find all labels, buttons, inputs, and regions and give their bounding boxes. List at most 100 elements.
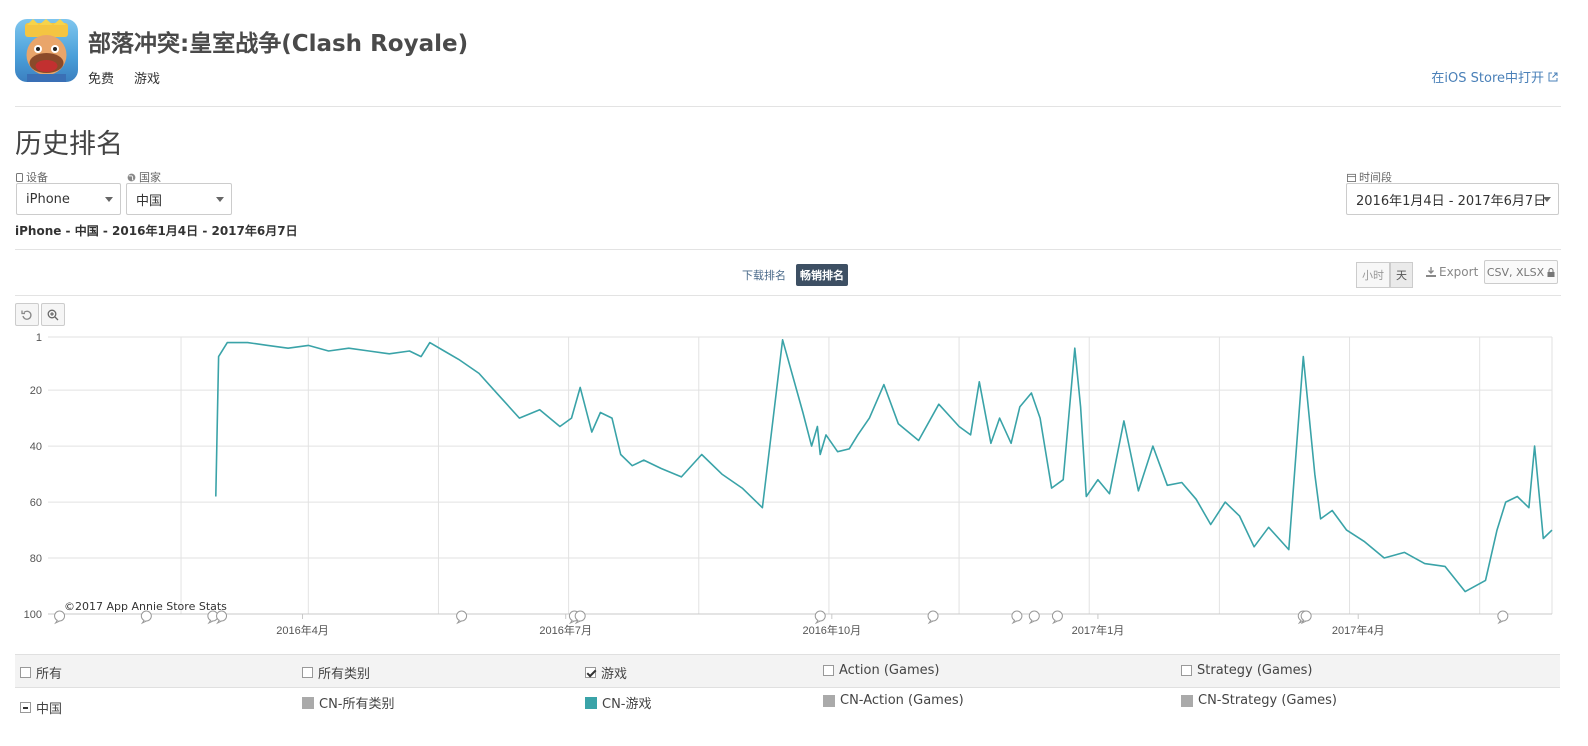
summary-divider [15, 249, 1561, 250]
zoom-in-icon [47, 309, 59, 320]
annotation-bubble-icon[interactable] [1497, 610, 1509, 625]
header-divider [15, 106, 1561, 107]
selection-summary: iPhone - 中国 - 2016年1月4日 - 2017年6月7日 [15, 224, 298, 238]
legend-cn-action-label: CN-Action (Games) [840, 693, 964, 708]
chevron-down-icon [216, 197, 224, 202]
y-tick-label: 100 [24, 609, 42, 621]
series-swatch [302, 696, 314, 709]
calendar-icon [1347, 173, 1356, 182]
device-select[interactable]: iPhone [16, 183, 121, 215]
x-tick-label: 2016年10月 [802, 623, 861, 637]
tab-downloads-rank[interactable]: 下载排名 [742, 269, 786, 282]
legend-action-label: Action (Games) [839, 663, 940, 678]
chevron-down-icon [1543, 197, 1551, 202]
annotation-bubble-icon[interactable] [1028, 610, 1040, 625]
y-tick-label: 80 [30, 553, 42, 565]
x-tick-label: 2017年4月 [1332, 623, 1385, 637]
csv-button-label: CSV, XLSX [1486, 265, 1545, 279]
price-tag: 免费 [88, 72, 115, 87]
annotation-bubble-icon[interactable] [207, 610, 219, 625]
country-label-text: 国家 [139, 171, 161, 184]
tab-grossing-rank[interactable]: 畅销排名 [796, 264, 848, 286]
chevron-down-icon [105, 197, 113, 202]
x-tick-label: 2016年7月 [539, 623, 592, 637]
section-title: 历史排名 [15, 129, 123, 160]
annotation-bubble-icon[interactable] [574, 610, 586, 625]
legend-action-toggle[interactable]: Action (Games) [823, 663, 939, 678]
event-markers [54, 610, 1509, 625]
series-group [215, 338, 1553, 593]
open-in-ios-store-link[interactable]: 在iOS Store中打开 [1431, 67, 1558, 86]
annotation-bubble-icon[interactable] [54, 610, 66, 625]
device-label: 设备 [16, 169, 48, 185]
legend-cn-all-categories[interactable]: CN-所有类别 [302, 693, 395, 712]
y-tick-label: 1 [36, 332, 42, 344]
legend-country-row[interactable]: 中国 [20, 698, 62, 717]
y-axis-ticks: 1 20 40 60 80 100 [24, 332, 42, 621]
series-line-cn-games[interactable] [215, 338, 1553, 593]
device-label-text: 设备 [26, 171, 48, 184]
reset-zoom-button[interactable] [15, 303, 39, 326]
checkbox-all[interactable] [20, 667, 31, 678]
category-tag[interactable]: 游戏 [134, 72, 161, 87]
legend-cn-action[interactable]: CN-Action (Games) [823, 693, 964, 708]
external-link-icon [1548, 72, 1558, 81]
granularity-toggle: 小时 天 [1356, 262, 1413, 288]
legend-cn-games[interactable]: CN-游戏 [585, 693, 652, 712]
checkbox-strategy-games[interactable] [1181, 665, 1192, 676]
export-label-text: Export [1439, 265, 1479, 279]
x-axis-ticks: 2016年4月 2016年7月 2016年10月 2017年1月 2017年4月 [276, 614, 1385, 637]
checkbox-action-games[interactable] [823, 665, 834, 676]
legend-country-label: 中国 [36, 702, 63, 717]
lock-icon [1547, 267, 1555, 277]
chart-grid [48, 336, 1553, 615]
category-filter-row [15, 654, 1560, 688]
app-tags: 免费 游戏 [88, 68, 160, 87]
legend-cn-strategy[interactable]: CN-Strategy (Games) [1181, 693, 1337, 708]
period-label: 时间段 [1347, 169, 1392, 185]
checkbox-all-categories[interactable] [302, 667, 313, 678]
series-swatch [823, 694, 835, 707]
legend-strategy-toggle[interactable]: Strategy (Games) [1181, 663, 1312, 678]
legend-all-categories-label: 所有类别 [318, 667, 371, 682]
period-label-text: 时间段 [1359, 171, 1392, 184]
globe-icon [127, 173, 136, 181]
legend-cn-all-categories-label: CN-所有类别 [319, 697, 395, 712]
annotation-bubble-icon[interactable] [814, 610, 826, 625]
download-icon [1426, 267, 1436, 277]
annotation-bubble-icon[interactable] [216, 610, 228, 625]
app-icon [15, 19, 78, 82]
x-tick-label: 2016年4月 [276, 623, 329, 637]
legend-strategy-label: Strategy (Games) [1197, 663, 1313, 678]
legend-all-label: 所有 [36, 667, 63, 682]
country-select-value: 中国 [136, 193, 163, 209]
annotation-bubble-icon[interactable] [927, 610, 939, 625]
export-csv-xlsx-button[interactable]: CSV, XLSX [1484, 260, 1558, 284]
x-tick-label: 2017年1月 [1072, 623, 1125, 637]
country-label: 国家 [127, 169, 161, 185]
legend-all-toggle[interactable]: 所有 [20, 663, 62, 682]
annotation-bubble-icon[interactable] [1051, 610, 1063, 625]
annotation-bubble-icon[interactable] [456, 610, 468, 625]
app-title: 部落冲突:皇室战争(Clash Royale) [88, 31, 469, 57]
granularity-day-button[interactable]: 天 [1390, 262, 1413, 288]
country-select[interactable]: 中国 [126, 183, 232, 215]
legend-cn-strategy-label: CN-Strategy (Games) [1198, 693, 1337, 708]
legend-all-categories-toggle[interactable]: 所有类别 [302, 663, 370, 682]
legend-games-toggle[interactable]: 游戏 [585, 663, 627, 682]
annotation-bubble-icon[interactable] [1011, 610, 1023, 625]
checkbox-games[interactable] [585, 667, 596, 678]
export-label: Export [1426, 265, 1478, 279]
zoom-button[interactable] [41, 303, 65, 326]
ranking-chart[interactable]: 1 20 40 60 80 100 2016年4月 2016年7月 2016年10月 2017年… [0, 0, 1588, 650]
period-select[interactable]: 2016年1月4日 - 2017年6月7日 [1346, 183, 1559, 215]
chart-copyright: ©2017 App Annie Store Stats [64, 600, 227, 613]
annotation-bubble-icon[interactable] [140, 610, 152, 625]
device-select-value: iPhone [26, 191, 70, 207]
collapse-country-checkbox[interactable] [20, 702, 31, 713]
granularity-hour-button[interactable]: 小时 [1356, 262, 1390, 288]
annotation-bubble-icon[interactable] [1300, 610, 1312, 625]
toolbar-divider [15, 295, 1561, 296]
series-swatch [1181, 694, 1193, 707]
